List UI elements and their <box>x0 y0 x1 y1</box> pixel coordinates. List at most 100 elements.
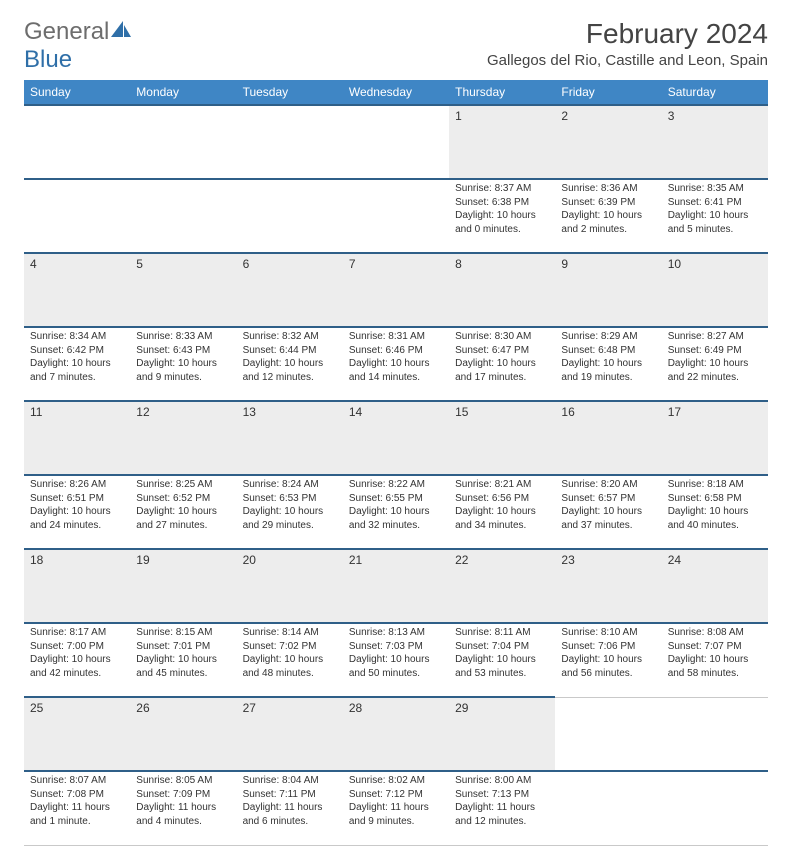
day-detail-cell: Sunrise: 8:05 AMSunset: 7:09 PMDaylight:… <box>130 771 236 845</box>
day-details: Sunrise: 8:17 AMSunset: 7:00 PMDaylight:… <box>24 624 130 684</box>
day-number: 27 <box>237 698 343 717</box>
day-number: 14 <box>343 402 449 421</box>
day-number: 7 <box>343 254 449 273</box>
day-number-cell: 2 <box>555 105 661 179</box>
calendar-body: 123Sunrise: 8:37 AMSunset: 6:38 PMDaylig… <box>24 105 768 845</box>
day-number: 9 <box>555 254 661 273</box>
day-detail-cell: Sunrise: 8:00 AMSunset: 7:13 PMDaylight:… <box>449 771 555 845</box>
day-number-cell: 29 <box>449 697 555 771</box>
day-number-cell <box>343 105 449 179</box>
day-detail-cell: Sunrise: 8:32 AMSunset: 6:44 PMDaylight:… <box>237 327 343 401</box>
week-detail-row: Sunrise: 8:34 AMSunset: 6:42 PMDaylight:… <box>24 327 768 401</box>
day-details: Sunrise: 8:11 AMSunset: 7:04 PMDaylight:… <box>449 624 555 684</box>
day-number: 1 <box>449 106 555 125</box>
page-title: February 2024 <box>487 18 768 50</box>
week-detail-row: Sunrise: 8:26 AMSunset: 6:51 PMDaylight:… <box>24 475 768 549</box>
day-details: Sunrise: 8:30 AMSunset: 6:47 PMDaylight:… <box>449 328 555 388</box>
day-detail-cell: Sunrise: 8:26 AMSunset: 6:51 PMDaylight:… <box>24 475 130 549</box>
day-details: Sunrise: 8:33 AMSunset: 6:43 PMDaylight:… <box>130 328 236 388</box>
day-details: Sunrise: 8:31 AMSunset: 6:46 PMDaylight:… <box>343 328 449 388</box>
day-detail-cell: Sunrise: 8:27 AMSunset: 6:49 PMDaylight:… <box>662 327 768 401</box>
day-number-cell: 17 <box>662 401 768 475</box>
day-number: 28 <box>343 698 449 717</box>
weekday-row: SundayMondayTuesdayWednesdayThursdayFrid… <box>24 80 768 105</box>
calendar-head: SundayMondayTuesdayWednesdayThursdayFrid… <box>24 80 768 105</box>
day-details: Sunrise: 8:05 AMSunset: 7:09 PMDaylight:… <box>130 772 236 832</box>
day-detail-cell: Sunrise: 8:18 AMSunset: 6:58 PMDaylight:… <box>662 475 768 549</box>
title-block: February 2024 Gallegos del Rio, Castille… <box>487 18 768 69</box>
day-detail-cell: Sunrise: 8:20 AMSunset: 6:57 PMDaylight:… <box>555 475 661 549</box>
day-details: Sunrise: 8:36 AMSunset: 6:39 PMDaylight:… <box>555 180 661 240</box>
day-details: Sunrise: 8:13 AMSunset: 7:03 PMDaylight:… <box>343 624 449 684</box>
day-number-cell: 26 <box>130 697 236 771</box>
week-number-row: 123 <box>24 105 768 179</box>
day-number-cell: 28 <box>343 697 449 771</box>
day-number-cell: 6 <box>237 253 343 327</box>
day-detail-cell: Sunrise: 8:04 AMSunset: 7:11 PMDaylight:… <box>237 771 343 845</box>
weekday-header: Saturday <box>662 80 768 105</box>
day-detail-cell: Sunrise: 8:22 AMSunset: 6:55 PMDaylight:… <box>343 475 449 549</box>
day-details: Sunrise: 8:07 AMSunset: 7:08 PMDaylight:… <box>24 772 130 832</box>
day-detail-cell: Sunrise: 8:25 AMSunset: 6:52 PMDaylight:… <box>130 475 236 549</box>
day-number-cell: 5 <box>130 253 236 327</box>
day-detail-cell: Sunrise: 8:24 AMSunset: 6:53 PMDaylight:… <box>237 475 343 549</box>
day-number: 12 <box>130 402 236 421</box>
day-number: 20 <box>237 550 343 569</box>
day-number: 11 <box>24 402 130 421</box>
location-text: Gallegos del Rio, Castille and Leon, Spa… <box>487 52 768 69</box>
day-detail-cell: Sunrise: 8:36 AMSunset: 6:39 PMDaylight:… <box>555 179 661 253</box>
day-number-cell: 14 <box>343 401 449 475</box>
day-number: 24 <box>662 550 768 569</box>
day-number: 29 <box>449 698 555 717</box>
day-detail-cell: Sunrise: 8:30 AMSunset: 6:47 PMDaylight:… <box>449 327 555 401</box>
brand-text: GeneralBlue <box>24 18 133 74</box>
day-number: 6 <box>237 254 343 273</box>
day-number-cell <box>237 105 343 179</box>
day-number-cell: 9 <box>555 253 661 327</box>
day-number-cell: 15 <box>449 401 555 475</box>
day-details: Sunrise: 8:15 AMSunset: 7:01 PMDaylight:… <box>130 624 236 684</box>
day-number-cell: 12 <box>130 401 236 475</box>
header: GeneralBlue February 2024 Gallegos del R… <box>24 18 768 74</box>
day-detail-cell: Sunrise: 8:15 AMSunset: 7:01 PMDaylight:… <box>130 623 236 697</box>
day-number: 25 <box>24 698 130 717</box>
week-detail-row: Sunrise: 8:07 AMSunset: 7:08 PMDaylight:… <box>24 771 768 845</box>
day-details: Sunrise: 8:21 AMSunset: 6:56 PMDaylight:… <box>449 476 555 536</box>
day-details: Sunrise: 8:14 AMSunset: 7:02 PMDaylight:… <box>237 624 343 684</box>
day-number-cell: 25 <box>24 697 130 771</box>
day-detail-cell: Sunrise: 8:17 AMSunset: 7:00 PMDaylight:… <box>24 623 130 697</box>
day-detail-cell: Sunrise: 8:35 AMSunset: 6:41 PMDaylight:… <box>662 179 768 253</box>
day-detail-cell: Sunrise: 8:10 AMSunset: 7:06 PMDaylight:… <box>555 623 661 697</box>
day-detail-cell: Sunrise: 8:21 AMSunset: 6:56 PMDaylight:… <box>449 475 555 549</box>
day-number: 26 <box>130 698 236 717</box>
day-details: Sunrise: 8:24 AMSunset: 6:53 PMDaylight:… <box>237 476 343 536</box>
day-details: Sunrise: 8:04 AMSunset: 7:11 PMDaylight:… <box>237 772 343 832</box>
day-number: 5 <box>130 254 236 273</box>
weekday-header: Tuesday <box>237 80 343 105</box>
day-detail-cell <box>237 179 343 253</box>
week-detail-row: Sunrise: 8:17 AMSunset: 7:00 PMDaylight:… <box>24 623 768 697</box>
day-details: Sunrise: 8:35 AMSunset: 6:41 PMDaylight:… <box>662 180 768 240</box>
week-number-row: 11121314151617 <box>24 401 768 475</box>
sail-icon <box>109 19 133 39</box>
day-number: 13 <box>237 402 343 421</box>
weekday-header: Wednesday <box>343 80 449 105</box>
day-details: Sunrise: 8:10 AMSunset: 7:06 PMDaylight:… <box>555 624 661 684</box>
day-number-cell: 11 <box>24 401 130 475</box>
day-number-cell: 1 <box>449 105 555 179</box>
day-number: 19 <box>130 550 236 569</box>
day-detail-cell <box>130 179 236 253</box>
day-number: 21 <box>343 550 449 569</box>
day-number-cell <box>662 697 768 771</box>
day-number: 8 <box>449 254 555 273</box>
day-detail-cell: Sunrise: 8:14 AMSunset: 7:02 PMDaylight:… <box>237 623 343 697</box>
calendar-table: SundayMondayTuesdayWednesdayThursdayFrid… <box>24 80 768 846</box>
day-detail-cell <box>662 771 768 845</box>
week-number-row: 2526272829 <box>24 697 768 771</box>
brand-part2: Blue <box>24 46 72 73</box>
weekday-header: Sunday <box>24 80 130 105</box>
day-number-cell <box>24 105 130 179</box>
day-number-cell: 8 <box>449 253 555 327</box>
day-details: Sunrise: 8:25 AMSunset: 6:52 PMDaylight:… <box>130 476 236 536</box>
day-details: Sunrise: 8:00 AMSunset: 7:13 PMDaylight:… <box>449 772 555 832</box>
